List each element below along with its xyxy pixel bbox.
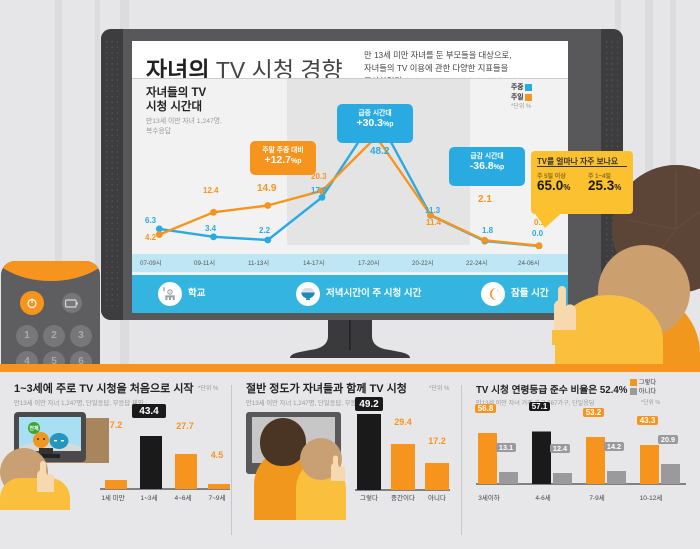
svg-text:전체: 전체: [29, 425, 39, 432]
